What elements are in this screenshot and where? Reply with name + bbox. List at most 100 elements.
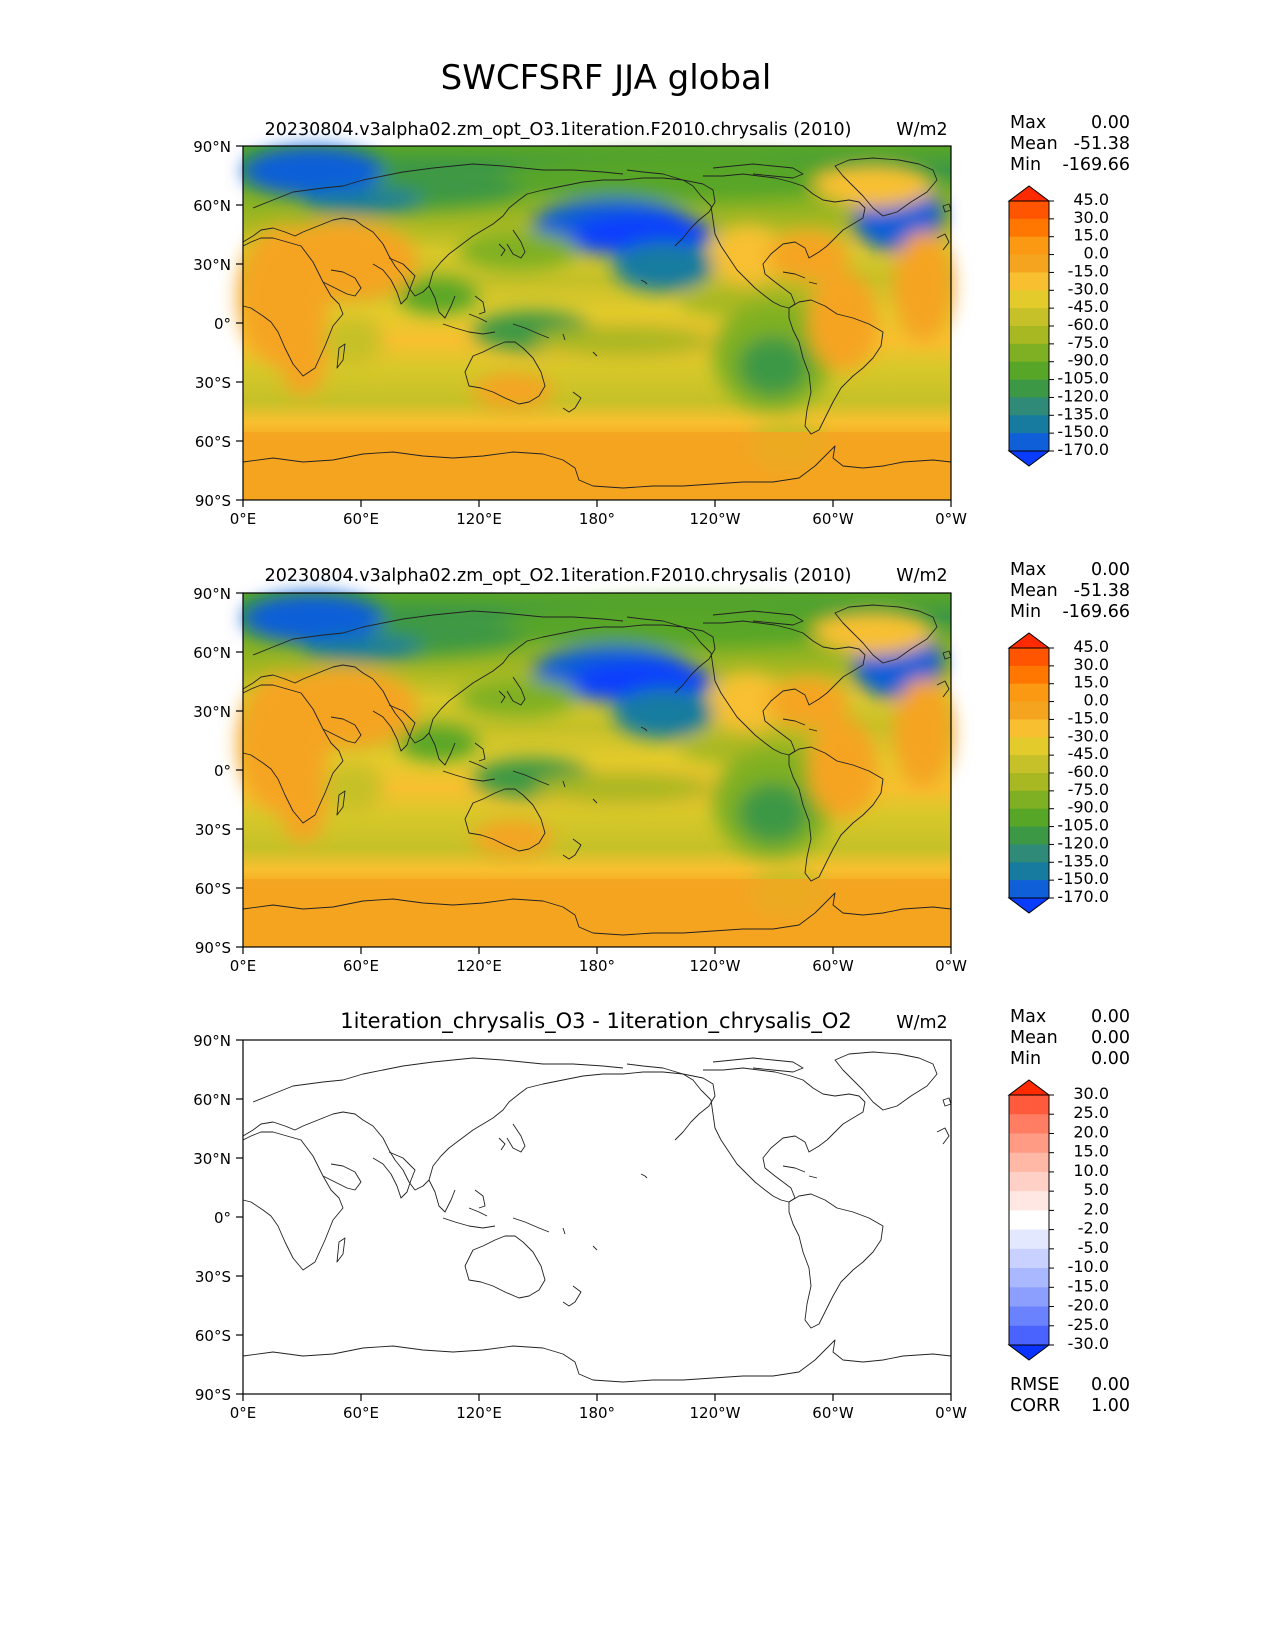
lat-tick-label: 30°N — [193, 703, 231, 721]
panel-3-units: W/m2 — [896, 1013, 947, 1033]
colorbar-level-label: -90.0 — [1068, 351, 1109, 370]
colorbar-swatch — [1009, 343, 1049, 363]
colorbar-extend-max — [1007, 185, 1051, 202]
colorbar-level-label: 20.0 — [1073, 1122, 1109, 1141]
lat-tick-label: 60°S — [195, 433, 231, 451]
panel-2-stat-max-value: 0.00 — [1091, 560, 1130, 580]
panel-2-stat-min-label: Min — [1010, 602, 1041, 622]
colorbar-swatch — [1009, 1229, 1049, 1250]
colorbar-swatch — [1009, 1133, 1049, 1154]
panel-3-stat-max-label: Max — [1010, 1007, 1046, 1027]
colorbar-level-label: -170.0 — [1057, 887, 1109, 906]
lon-tick-label: 0°W — [935, 1404, 967, 1422]
panel-1-stat-max-value: 0.00 — [1091, 113, 1130, 133]
colorbar-swatch — [1009, 433, 1049, 452]
colorbar-swatch — [1009, 880, 1049, 899]
panel-3-extra-stats: RMSE 0.00 CORR 1.00 — [1010, 1375, 1130, 1416]
lat-tick-label: 0° — [214, 762, 231, 780]
colorbar-swatch — [1009, 1306, 1049, 1327]
colorbar-level-label: -135.0 — [1057, 851, 1109, 870]
colorbar-level-label: 30.0 — [1073, 208, 1109, 227]
colorbar-level-label: 0.0 — [1084, 244, 1109, 263]
lat-tick-label: 30°N — [193, 1150, 231, 1168]
colorbar-level-label: 45.0 — [1073, 637, 1109, 656]
colorbar-level-label: -20.0 — [1068, 1296, 1109, 1315]
colorbar-level-label: -10.0 — [1068, 1257, 1109, 1276]
panel-1-stats: Max 0.00 Mean -51.38 Min -169.66 — [1010, 113, 1130, 175]
colorbar-swatch — [1009, 773, 1049, 792]
colorbar-swatch — [1009, 254, 1049, 273]
colorbar-level-label: 0.0 — [1084, 691, 1109, 710]
lon-tick-label: 60°E — [343, 957, 379, 975]
panel-1-stat-mean-value: -51.38 — [1074, 134, 1130, 154]
colorbar-swatch — [1009, 361, 1049, 381]
panel-1-stat-mean-label: Mean — [1010, 134, 1058, 154]
colorbar-swatch — [1009, 844, 1049, 863]
colorbar-level-label: 30.0 — [1073, 655, 1109, 674]
colorbar-swatch — [1009, 236, 1049, 256]
panel-2-lat-axis: 90°N 60°N 30°N 0° 30°S 60°S 90°S — [193, 585, 243, 957]
lon-tick-label: 120°E — [456, 1404, 502, 1422]
colorbar-level-label: -60.0 — [1068, 315, 1109, 334]
colorbar-level-label: -25.0 — [1068, 1315, 1109, 1334]
panel-2-title: 20230804.v3alpha02.zm_opt_O2.1iteration.… — [265, 566, 852, 586]
panel-1-map: 90°N 60°N 30°N 0° 30°S 60°S 90°S 0°E 60°E 120°E 1… — [193, 138, 967, 528]
colorbar-swatch — [1009, 1171, 1049, 1192]
panel-3-stat-rmse-label: RMSE — [1010, 1375, 1059, 1395]
lat-tick-label: 60°S — [195, 880, 231, 898]
lon-tick-label: 180° — [579, 1404, 615, 1422]
panel-1-lon-axis: 0°E 60°E 120°E 180° 120°W 60°W 0°W — [230, 500, 967, 528]
panel-3-lat-axis: 90°N 60°N 30°N 0° 30°S 60°S 90°S — [193, 1032, 243, 1404]
panel-3-colorbar: 30.025.020.015.010.05.02.0-2.0-5.0-10.0-… — [1007, 1079, 1109, 1361]
lon-tick-label: 60°W — [812, 1404, 854, 1422]
lat-tick-label: 60°N — [193, 1091, 231, 1109]
panel-1-units: W/m2 — [896, 120, 947, 140]
colorbar-level-label: 15.0 — [1073, 1142, 1109, 1161]
panel-1: 20230804.v3alpha02.zm_opt_O3.1iteration.… — [193, 113, 1130, 528]
lon-tick-label: 0°E — [230, 510, 257, 528]
panel-2-stat-mean-label: Mean — [1010, 581, 1058, 601]
colorbar-swatch — [1009, 1191, 1049, 1211]
colorbar-level-label: -150.0 — [1057, 869, 1109, 888]
colorbar-swatch — [1009, 790, 1049, 810]
colorbar-level-label: -105.0 — [1057, 816, 1109, 835]
colorbar-level-label: -15.0 — [1068, 1276, 1109, 1295]
lat-tick-label: 90°S — [195, 939, 231, 957]
panel-3-field-background — [243, 1040, 951, 1394]
lon-tick-label: 120°W — [690, 957, 741, 975]
panel-1-stat-max-label: Max — [1010, 113, 1046, 133]
colorbar-level-label: -90.0 — [1068, 798, 1109, 817]
panel-2: 20230804.v3alpha02.zm_opt_O2.1iteration.… — [193, 560, 1130, 975]
colorbar-level-label: -30.0 — [1068, 726, 1109, 745]
panel-3-map: 90°N 60°N 30°N 0° 30°S 60°S 90°S 0°E 60°E 120°E 1… — [193, 1032, 967, 1422]
colorbar-level-label: -150.0 — [1057, 422, 1109, 441]
colorbar-level-label: -135.0 — [1057, 404, 1109, 423]
colorbar-level-label: -120.0 — [1057, 833, 1109, 852]
colorbar-level-label: -30.0 — [1068, 279, 1109, 298]
lon-tick-label: 120°W — [690, 1404, 741, 1422]
colorbar-swatch — [1009, 201, 1049, 220]
lon-tick-label: 120°W — [690, 510, 741, 528]
colorbar-level-label: -2.0 — [1078, 1219, 1109, 1238]
lat-tick-label: 60°N — [193, 644, 231, 662]
colorbar-level-label: 45.0 — [1073, 190, 1109, 209]
colorbar-level-label: 30.0 — [1073, 1084, 1109, 1103]
lon-tick-label: 60°W — [812, 957, 854, 975]
panel-3-stat-max-value: 0.00 — [1091, 1007, 1130, 1027]
lon-tick-label: 0°E — [230, 1404, 257, 1422]
lat-tick-label: 30°S — [195, 374, 231, 392]
colorbar-level-label: -45.0 — [1068, 297, 1109, 316]
colorbar-level-label: -105.0 — [1057, 369, 1109, 388]
panel-2-lon-axis: 0°E 60°E 120°E 180° 120°W 60°W 0°W — [230, 947, 967, 975]
colorbar-swatch — [1009, 272, 1049, 291]
colorbar-swatch — [1009, 290, 1049, 309]
lon-tick-label: 0°W — [935, 510, 967, 528]
panel-3: 1iteration_chrysalis_O3 - 1iteration_chr… — [193, 1007, 1130, 1422]
panel-2-southern-ocean-band — [243, 879, 951, 947]
colorbar-level-label: 10.0 — [1073, 1161, 1109, 1180]
panel-1-colorbar: 45.030.015.00.0-15.0-30.0-45.0-60.0-75.0… — [1007, 185, 1109, 467]
panel-2-map: 90°N 60°N 30°N 0° 30°S 60°S 90°S 0°E 60°E 120°E 1… — [193, 585, 967, 975]
colorbar-swatch — [1009, 1287, 1049, 1308]
panel-2-stat-min-value: -169.66 — [1062, 602, 1130, 622]
colorbar-swatch — [1009, 1325, 1049, 1346]
